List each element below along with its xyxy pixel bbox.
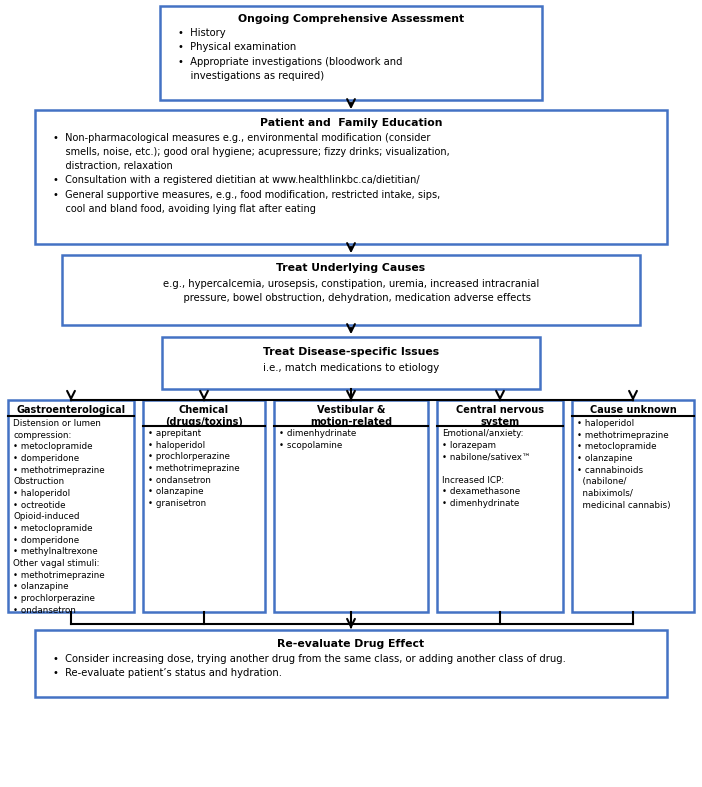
Text: • dimenhydrinate
• scopolamine: • dimenhydrinate • scopolamine bbox=[279, 429, 356, 449]
FancyBboxPatch shape bbox=[437, 400, 563, 612]
FancyBboxPatch shape bbox=[160, 6, 542, 100]
Text: Vestibular &
motion-related: Vestibular & motion-related bbox=[310, 405, 392, 427]
FancyBboxPatch shape bbox=[62, 255, 640, 325]
FancyBboxPatch shape bbox=[8, 400, 134, 612]
Text: Gastroenterological: Gastroenterological bbox=[16, 405, 126, 415]
Text: Patient and  Family Education: Patient and Family Education bbox=[260, 118, 442, 128]
FancyBboxPatch shape bbox=[35, 110, 667, 244]
Text: •  Non-pharmacological measures e.g., environmental modification (consider
    s: • Non-pharmacological measures e.g., env… bbox=[53, 133, 450, 214]
Text: Central nervous
system: Central nervous system bbox=[456, 405, 544, 427]
Text: • aprepitant
• haloperidol
• prochlorperazine
• methotrimeprazine
• ondansetron
: • aprepitant • haloperidol • prochlorper… bbox=[148, 429, 239, 508]
Text: •  History
•  Physical examination
•  Appropriate investigations (bloodwork and
: • History • Physical examination • Appro… bbox=[178, 28, 402, 81]
FancyBboxPatch shape bbox=[162, 337, 540, 389]
FancyBboxPatch shape bbox=[35, 630, 667, 697]
Text: Treat Underlying Causes: Treat Underlying Causes bbox=[277, 263, 425, 273]
FancyBboxPatch shape bbox=[143, 400, 265, 612]
Text: • haloperidol
• methotrimeprazine
• metoclopramide
• olanzapine
• cannabinoids
 : • haloperidol • methotrimeprazine • meto… bbox=[577, 419, 670, 510]
Text: Cause unknown: Cause unknown bbox=[590, 405, 676, 415]
Text: Ongoing Comprehensive Assessment: Ongoing Comprehensive Assessment bbox=[238, 14, 464, 24]
Text: Treat Disease-specific Issues: Treat Disease-specific Issues bbox=[263, 347, 439, 357]
Text: Emotional/anxiety:
• lorazepam
• nabilone/sativex™

Increased ICP:
• dexamethaso: Emotional/anxiety: • lorazepam • nabilon… bbox=[442, 429, 531, 508]
FancyBboxPatch shape bbox=[572, 400, 694, 612]
Text: Chemical
(drugs/toxins): Chemical (drugs/toxins) bbox=[165, 405, 243, 427]
Text: •  Consider increasing dose, trying another drug from the same class, or adding : • Consider increasing dose, trying anoth… bbox=[53, 654, 566, 678]
Text: Distension or lumen
compression:
• metoclopramide
• domperidone
• methotrimepraz: Distension or lumen compression: • metoc… bbox=[13, 419, 105, 615]
FancyBboxPatch shape bbox=[274, 400, 428, 612]
Text: e.g., hypercalcemia, urosepsis, constipation, uremia, increased intracranial
   : e.g., hypercalcemia, urosepsis, constipa… bbox=[163, 279, 539, 303]
Text: i.e., match medications to etiology: i.e., match medications to etiology bbox=[263, 363, 439, 373]
Text: Re-evaluate Drug Effect: Re-evaluate Drug Effect bbox=[277, 639, 425, 649]
